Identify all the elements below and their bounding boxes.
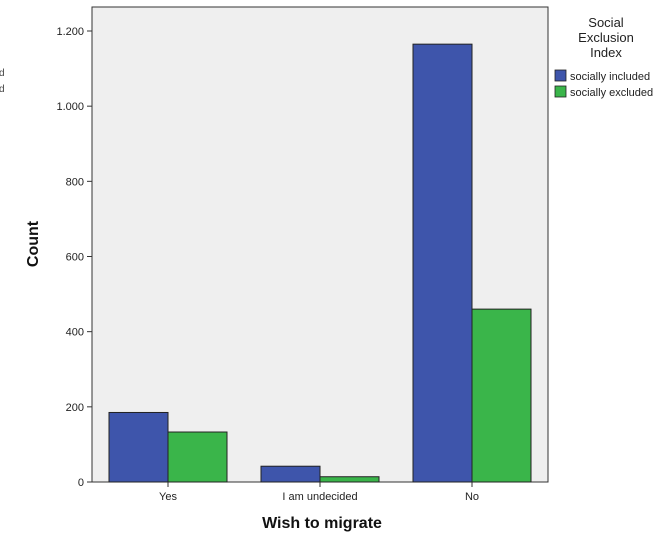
bar-socially-excluded-yes: [167, 431, 228, 483]
bar-socially-excluded-i-am-undecided: [319, 476, 380, 483]
bar-socially-included-no: [412, 43, 473, 483]
y-tick-label: 800: [66, 176, 84, 188]
bar-socially-included-i-am-undecided: [260, 465, 321, 483]
legend-title-line-2: Exclusion: [578, 30, 634, 45]
bar-socially-included-yes: [108, 411, 169, 483]
clipped-text-fragment-1: d: [0, 68, 5, 79]
y-tick-label: 1.000: [56, 101, 84, 113]
legend: Social Exclusion Index socially included…: [554, 15, 653, 99]
x-tick-label: Yes: [159, 491, 177, 503]
y-tick-label: 400: [66, 327, 84, 339]
y-axis-title: Count: [25, 220, 42, 267]
x-tick-label: No: [465, 491, 479, 503]
x-axis-title: Wish to migrate: [262, 515, 382, 532]
x-axis: Yes I am undecided No: [159, 482, 479, 503]
x-tick-label: I am undecided: [282, 491, 357, 503]
bar-socially-excluded-no: [471, 308, 532, 483]
legend-title-line-3: Index: [590, 45, 622, 60]
clipped-text-fragment-2: d: [0, 84, 5, 95]
y-tick-label: 200: [66, 402, 84, 414]
legend-title-line-1: Social: [588, 15, 624, 30]
y-tick-label: 1.200: [56, 26, 84, 38]
legend-label-socially-excluded: socially excluded: [570, 87, 653, 99]
legend-swatch-socially-included: [554, 69, 567, 82]
legend-swatch-socially-excluded: [554, 85, 567, 98]
legend-label-socially-included: socially included: [570, 71, 650, 83]
bars: [108, 43, 532, 483]
y-axis: 0 200 400 600 800 1.000 1.200: [56, 26, 92, 489]
y-tick-label: 600: [66, 252, 84, 264]
y-tick-label: 0: [78, 477, 84, 489]
